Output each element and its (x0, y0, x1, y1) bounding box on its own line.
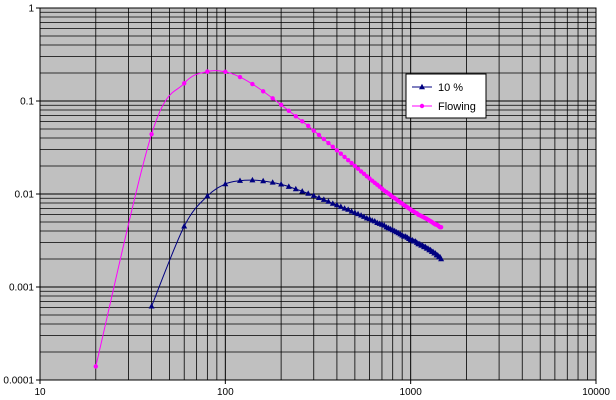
data-point (333, 201, 340, 208)
legend-label: Flowing (438, 101, 476, 113)
data-point (338, 151, 344, 156)
data-point (351, 209, 358, 215)
series-1 (93, 69, 444, 369)
grid (39, 8, 596, 381)
data-point (311, 128, 316, 133)
data-point (237, 177, 244, 183)
data-point (330, 144, 335, 149)
data-point (278, 102, 284, 108)
x-tick-label: 100 (217, 387, 234, 398)
data-point (349, 160, 354, 166)
data-point (286, 108, 291, 113)
data-point (149, 131, 154, 137)
data-point (270, 96, 275, 101)
y-tick-label: 0.0001 (3, 376, 34, 387)
data-point (342, 154, 347, 160)
series-0 (148, 176, 445, 309)
legend-item: Flowing (412, 101, 476, 113)
y-tick-label: 0.1 (20, 97, 34, 108)
data-point (306, 123, 311, 129)
data-point (300, 119, 305, 124)
data-point (305, 190, 312, 196)
x-tick-label: 1000 (400, 387, 423, 398)
legend: 10 % Flowing (405, 73, 487, 119)
data-point (345, 206, 352, 212)
data-point (438, 255, 445, 262)
data-point (310, 192, 317, 198)
data-point (260, 177, 267, 184)
data-point (355, 210, 362, 217)
x-tick-label: 10000 (582, 387, 610, 398)
data-point (292, 185, 299, 192)
data-point (341, 205, 348, 211)
data-point (299, 188, 306, 194)
data-point (337, 203, 344, 209)
legend-label: 10 % (438, 82, 463, 94)
legend-marker (419, 103, 425, 109)
data-point (316, 132, 322, 138)
data-point (269, 179, 276, 185)
data-point (205, 69, 210, 74)
data-point (358, 169, 364, 174)
y-tick-label: 1 (28, 4, 34, 15)
data-point (285, 183, 292, 189)
data-point (329, 200, 336, 206)
data-point (334, 148, 340, 153)
data-point (260, 89, 266, 94)
data-point (223, 69, 228, 75)
y-tick-label: 0.001 (9, 283, 34, 294)
data-point (325, 198, 332, 204)
data-point (250, 81, 255, 87)
series-layer (93, 69, 445, 369)
data-point (438, 224, 444, 230)
data-point (326, 140, 331, 146)
data-point (355, 166, 361, 171)
data-point (249, 176, 256, 183)
data-point (222, 180, 229, 187)
data-point (320, 196, 327, 202)
data-point (182, 81, 187, 86)
data-point (321, 136, 327, 142)
data-point (148, 303, 155, 309)
y-tick-label: 0.01 (15, 190, 35, 201)
x-tick-label: 10 (34, 387, 46, 398)
data-point (345, 157, 351, 163)
data-point (204, 192, 211, 199)
data-point (181, 223, 188, 229)
legend-item: 10 % (412, 82, 463, 94)
data-point (348, 208, 355, 214)
data-point (93, 364, 98, 369)
axes: 10 100 1000 10000 1 0.1 0.01 0.001 0.0001 (3, 4, 610, 399)
data-point (361, 171, 367, 176)
data-point (237, 74, 243, 80)
data-point (278, 181, 285, 187)
data-point (315, 194, 322, 201)
data-point (352, 163, 358, 169)
data-point (293, 114, 298, 119)
legend-box (405, 73, 487, 119)
legend-marker (419, 83, 425, 90)
